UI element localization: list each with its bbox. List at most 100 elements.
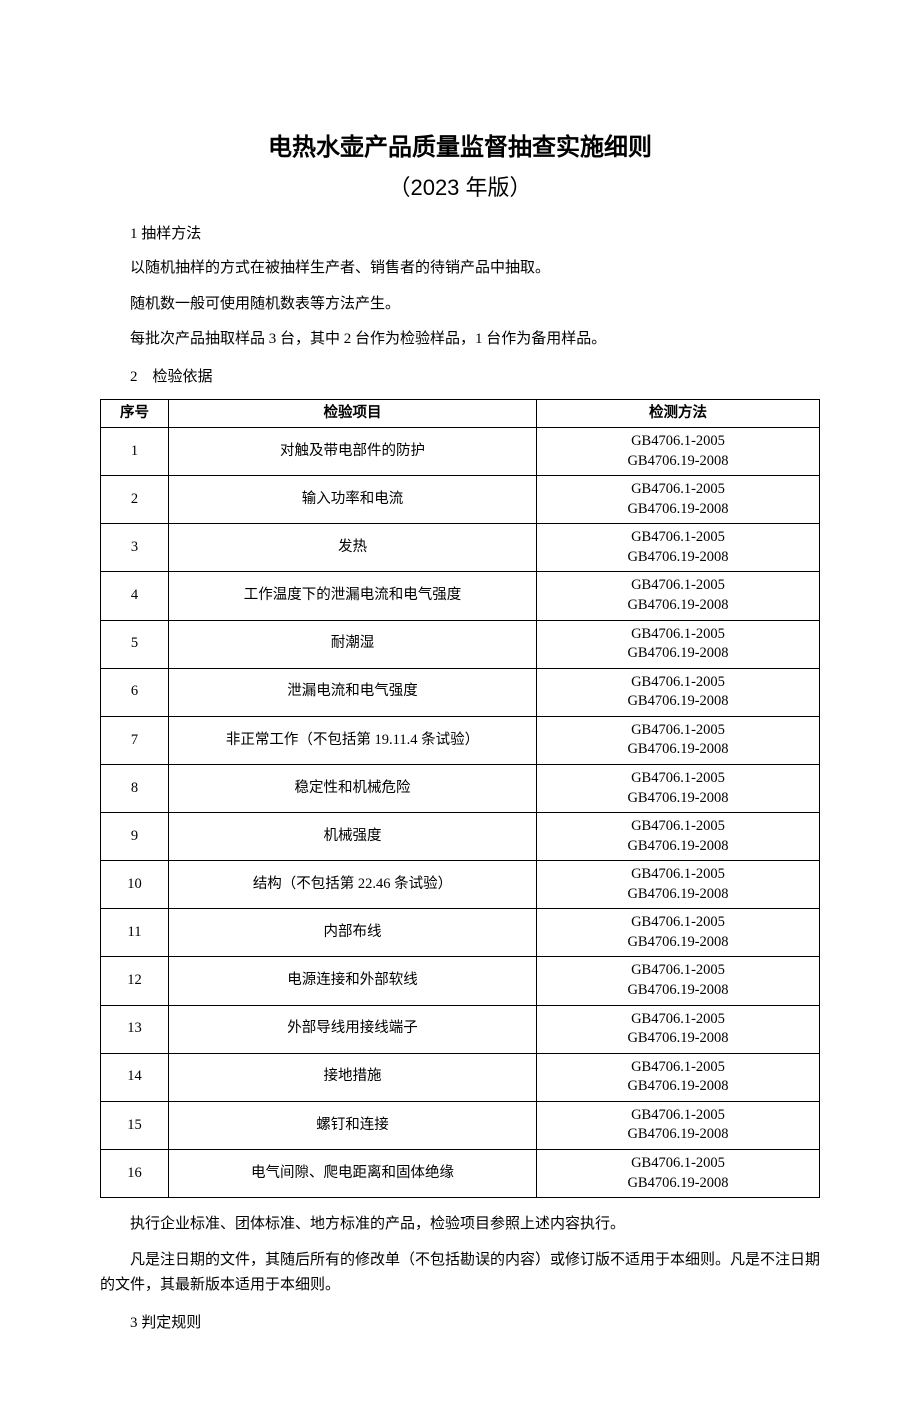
method-standard-2: GB4706.19-2008 — [543, 500, 813, 520]
table-cell-method: GB4706.1-2005GB4706.19-2008 — [537, 476, 820, 524]
method-standard-2: GB4706.19-2008 — [543, 1125, 813, 1145]
table-row: 10结构（不包括第 22.46 条试验）GB4706.1-2005GB4706.… — [101, 861, 820, 909]
method-standard-2: GB4706.19-2008 — [543, 596, 813, 616]
method-standard-1: GB4706.1-2005 — [543, 865, 813, 885]
method-standard-2: GB4706.19-2008 — [543, 933, 813, 953]
table-cell-item: 稳定性和机械危险 — [169, 764, 537, 812]
table-cell-item: 发热 — [169, 524, 537, 572]
method-standard-1: GB4706.1-2005 — [543, 625, 813, 645]
method-standard-2: GB4706.19-2008 — [543, 837, 813, 857]
method-standard-1: GB4706.1-2005 — [543, 432, 813, 452]
method-standard-1: GB4706.1-2005 — [543, 528, 813, 548]
table-cell-index: 6 — [101, 668, 169, 716]
table-cell-method: GB4706.1-2005GB4706.19-2008 — [537, 813, 820, 861]
table-row: 3发热GB4706.1-2005GB4706.19-2008 — [101, 524, 820, 572]
method-standard-1: GB4706.1-2005 — [543, 721, 813, 741]
table-cell-item: 非正常工作（不包括第 19.11.4 条试验） — [169, 716, 537, 764]
table-cell-item: 工作温度下的泄漏电流和电气强度 — [169, 572, 537, 620]
method-standard-2: GB4706.19-2008 — [543, 692, 813, 712]
table-cell-method: GB4706.1-2005GB4706.19-2008 — [537, 1149, 820, 1197]
table-cell-item: 机械强度 — [169, 813, 537, 861]
method-standard-1: GB4706.1-2005 — [543, 769, 813, 789]
table-row: 12电源连接和外部软线 GB4706.1-2005GB4706.19-2008 — [101, 957, 820, 1005]
table-row: 8稳定性和机械危险GB4706.1-2005GB4706.19-2008 — [101, 764, 820, 812]
table-cell-method: GB4706.1-2005GB4706.19-2008 — [537, 668, 820, 716]
table-cell-index: 12 — [101, 957, 169, 1005]
table-cell-index: 1 — [101, 428, 169, 476]
table-row: 2输入功率和电流GB4706.1-2005GB4706.19-2008 — [101, 476, 820, 524]
table-cell-item: 接地措施 — [169, 1053, 537, 1101]
table-cell-item: 耐潮湿 — [169, 620, 537, 668]
table-cell-index: 7 — [101, 716, 169, 764]
table-cell-method: GB4706.1-2005GB4706.19-2008 — [537, 428, 820, 476]
table-row: 4工作温度下的泄漏电流和电气强度GB4706.1-2005GB4706.19-2… — [101, 572, 820, 620]
table-row: 7非正常工作（不包括第 19.11.4 条试验）GB4706.1-2005GB4… — [101, 716, 820, 764]
table-row: 16电气间隙、爬电距离和固体绝缘GB4706.1-2005GB4706.19-2… — [101, 1149, 820, 1197]
method-standard-2: GB4706.19-2008 — [543, 981, 813, 1001]
table-row: 6泄漏电流和电气强度GB4706.1-2005GB4706.19-2008 — [101, 668, 820, 716]
after-table-paragraph: 执行企业标准、团体标准、地方标准的产品，检验项目参照上述内容执行。 — [100, 1212, 820, 1238]
table-cell-index: 14 — [101, 1053, 169, 1101]
method-standard-1: GB4706.1-2005 — [543, 1154, 813, 1174]
table-row: 13外部导线用接线端子GB4706.1-2005GB4706.19-2008 — [101, 1005, 820, 1053]
table-cell-method: GB4706.1-2005GB4706.19-2008 — [537, 572, 820, 620]
table-header-index: 序号 — [101, 399, 169, 428]
method-standard-2: GB4706.19-2008 — [543, 740, 813, 760]
table-cell-method: GB4706.1-2005GB4706.19-2008 — [537, 620, 820, 668]
table-cell-method: GB4706.1-2005GB4706.19-2008 — [537, 1005, 820, 1053]
table-cell-method: GB4706.1-2005GB4706.19-2008 — [537, 861, 820, 909]
table-header-row: 序号 检验项目 检测方法 — [101, 399, 820, 428]
table-cell-index: 4 — [101, 572, 169, 620]
table-cell-item: 内部布线 — [169, 909, 537, 957]
method-standard-2: GB4706.19-2008 — [543, 548, 813, 568]
method-standard-2: GB4706.19-2008 — [543, 1174, 813, 1194]
document-title: 电热水壶产品质量监督抽查实施细则 — [100, 130, 820, 166]
table-row: 5耐潮湿GB4706.1-2005GB4706.19-2008 — [101, 620, 820, 668]
method-standard-2: GB4706.19-2008 — [543, 1029, 813, 1049]
section-1-paragraph: 以随机抽样的方式在被抽样生产者、销售者的待销产品中抽取。 — [100, 256, 820, 282]
table-cell-item: 电源连接和外部软线 — [169, 957, 537, 1005]
method-standard-2: GB4706.19-2008 — [543, 789, 813, 809]
table-cell-item: 螺钉和连接 — [169, 1101, 537, 1149]
table-cell-method: GB4706.1-2005GB4706.19-2008 — [537, 716, 820, 764]
method-standard-1: GB4706.1-2005 — [543, 1058, 813, 1078]
section-1-heading: 1 抽样方法 — [100, 222, 820, 246]
document-page: 电热水壶产品质量监督抽查实施细则 （2023 年版） 1 抽样方法 以随机抽样的… — [0, 0, 920, 1405]
table-row: 15螺钉和连接GB4706.1-2005GB4706.19-2008 — [101, 1101, 820, 1149]
section-2-heading: 2 检验依据 — [100, 365, 820, 389]
table-cell-index: 10 — [101, 861, 169, 909]
table-cell-index: 3 — [101, 524, 169, 572]
table-cell-item: 泄漏电流和电气强度 — [169, 668, 537, 716]
section-1-paragraph: 每批次产品抽取样品 3 台，其中 2 台作为检验样品，1 台作为备用样品。 — [100, 327, 820, 353]
after-table-text: 凡是注日期的文件，其随后所有的修改单（不包括勘误的内容）或修订版不适用于本细则。… — [100, 1252, 820, 1294]
method-standard-2: GB4706.19-2008 — [543, 452, 813, 472]
method-standard-2: GB4706.19-2008 — [543, 1077, 813, 1097]
method-standard-1: GB4706.1-2005 — [543, 913, 813, 933]
table-cell-index: 16 — [101, 1149, 169, 1197]
table-cell-index: 5 — [101, 620, 169, 668]
section-1-paragraph: 随机数一般可使用随机数表等方法产生。 — [100, 292, 820, 318]
table-row: 11内部布线GB4706.1-2005GB4706.19-2008 — [101, 909, 820, 957]
table-cell-method: GB4706.1-2005GB4706.19-2008 — [537, 524, 820, 572]
table-cell-item: 对触及带电部件的防护 — [169, 428, 537, 476]
table-header-method: 检测方法 — [537, 399, 820, 428]
method-standard-1: GB4706.1-2005 — [543, 817, 813, 837]
table-cell-index: 9 — [101, 813, 169, 861]
method-standard-1: GB4706.1-2005 — [543, 480, 813, 500]
table-cell-method: GB4706.1-2005GB4706.19-2008 — [537, 1101, 820, 1149]
table-cell-index: 8 — [101, 764, 169, 812]
table-cell-method: GB4706.1-2005GB4706.19-2008 — [537, 909, 820, 957]
after-table-paragraph: 凡是注日期的文件，其随后所有的修改单（不包括勘误的内容）或修订版不适用于本细则。… — [100, 1248, 820, 1299]
method-standard-1: GB4706.1-2005 — [543, 673, 813, 693]
method-standard-1: GB4706.1-2005 — [543, 961, 813, 981]
table-cell-method: GB4706.1-2005GB4706.19-2008 — [537, 1053, 820, 1101]
table-header-item: 检验项目 — [169, 399, 537, 428]
table-cell-index: 15 — [101, 1101, 169, 1149]
method-standard-2: GB4706.19-2008 — [543, 644, 813, 664]
table-cell-item: 电气间隙、爬电距离和固体绝缘 — [169, 1149, 537, 1197]
method-standard-1: GB4706.1-2005 — [543, 1106, 813, 1126]
table-row: 9机械强度GB4706.1-2005GB4706.19-2008 — [101, 813, 820, 861]
table-row: 1对触及带电部件的防护GB4706.1-2005GB4706.19-2008 — [101, 428, 820, 476]
table-cell-method: GB4706.1-2005GB4706.19-2008 — [537, 764, 820, 812]
document-subtitle: （2023 年版） — [100, 170, 820, 202]
